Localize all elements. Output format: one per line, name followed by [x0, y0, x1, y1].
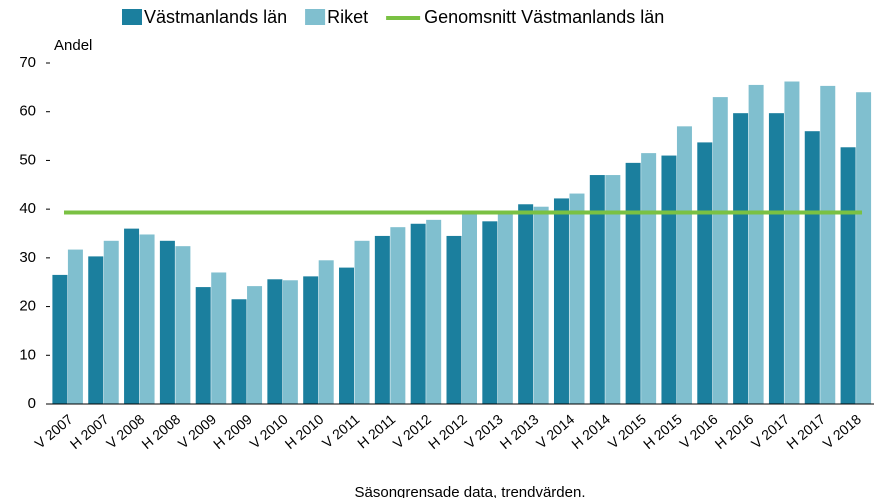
x-tick-label: H 2017: [783, 411, 828, 452]
x-tick-label: V 2014: [533, 411, 577, 452]
x-tick-label: V 2009: [175, 411, 219, 452]
x-tick-label: V 2013: [461, 411, 505, 452]
bar: [67, 249, 83, 404]
bar: [267, 279, 283, 404]
legend-label: Genomsnitt Västmanlands län: [424, 7, 664, 27]
y-tick-label: 0: [28, 395, 36, 412]
bar: [784, 81, 800, 405]
x-axis-label: Säsongrensade data, trendvärden.: [355, 484, 586, 498]
bar: [211, 272, 227, 404]
bar: [569, 193, 585, 404]
bar: [482, 221, 498, 404]
y-tick-label: 70: [19, 54, 36, 71]
x-tick-label: H 2014: [568, 411, 613, 452]
bar: [175, 246, 191, 404]
bar: [625, 162, 641, 404]
x-tick-label: V 2010: [246, 411, 290, 452]
x-tick-label: H 2013: [497, 411, 542, 452]
bar: [318, 260, 334, 404]
x-tick-label: V 2007: [32, 411, 76, 452]
bar: [840, 147, 856, 405]
bar: [303, 276, 319, 404]
x-tick-label: H 2011: [354, 411, 398, 452]
bar: [676, 126, 692, 404]
x-tick-label: H 2008: [138, 411, 183, 452]
legend-swatch: [122, 9, 142, 25]
x-tick-label: V 2016: [676, 411, 720, 452]
bar: [231, 299, 247, 404]
bar: [712, 97, 728, 404]
bar: [88, 256, 104, 404]
bar: [589, 175, 605, 404]
legend-label: Västmanlands län: [144, 7, 287, 27]
x-tick-label: H 2009: [210, 411, 255, 452]
x-tick-label: V 2011: [319, 411, 363, 451]
legend-label: Riket: [327, 7, 368, 27]
bar: [462, 211, 477, 404]
y-tick-label: 20: [19, 298, 36, 315]
bar: [768, 113, 784, 404]
y-axis-label: Andel: [54, 37, 92, 54]
bar: [374, 235, 390, 404]
bar: [282, 280, 298, 404]
bar: [390, 227, 406, 404]
y-tick-label: 40: [19, 200, 36, 217]
bar: [605, 175, 621, 404]
bar: [733, 113, 749, 404]
y-tick-label: 10: [19, 346, 36, 363]
bar: [820, 85, 836, 404]
x-tick-label: H 2010: [282, 411, 327, 452]
x-tick-label: V 2015: [605, 411, 649, 452]
bar: [124, 228, 140, 404]
bar: [339, 267, 355, 404]
bar: [195, 287, 211, 404]
x-tick-label: H 2016: [712, 411, 757, 452]
bar: [159, 240, 175, 404]
bar: [497, 211, 513, 404]
y-tick-label: 30: [19, 249, 36, 266]
bar: [748, 84, 764, 405]
bar: [354, 240, 370, 404]
bar: [247, 286, 263, 404]
x-tick-label: H 2015: [640, 411, 685, 452]
x-tick-label: H 2007: [67, 411, 112, 452]
bar: [410, 223, 426, 404]
x-tick-label: H 2012: [425, 411, 470, 452]
bar: [446, 235, 462, 404]
bar: [533, 206, 549, 404]
x-tick-label: V 2017: [748, 411, 792, 452]
x-tick-label: V 2008: [103, 411, 147, 452]
x-tick-label: V 2018: [820, 411, 864, 452]
bar: [697, 142, 713, 404]
legend-swatch: [305, 9, 326, 25]
bar: [856, 92, 872, 404]
bar: [518, 204, 534, 404]
y-tick-label: 50: [19, 151, 36, 168]
bar: [52, 274, 68, 404]
bar: [641, 153, 657, 404]
bar: [553, 198, 569, 404]
bar: [426, 219, 442, 404]
y-tick-label: 60: [19, 103, 36, 120]
bar: [804, 131, 820, 404]
bar: [661, 155, 677, 404]
bar: [139, 234, 155, 404]
bar: [103, 240, 119, 404]
x-tick-label: V 2012: [390, 411, 434, 452]
